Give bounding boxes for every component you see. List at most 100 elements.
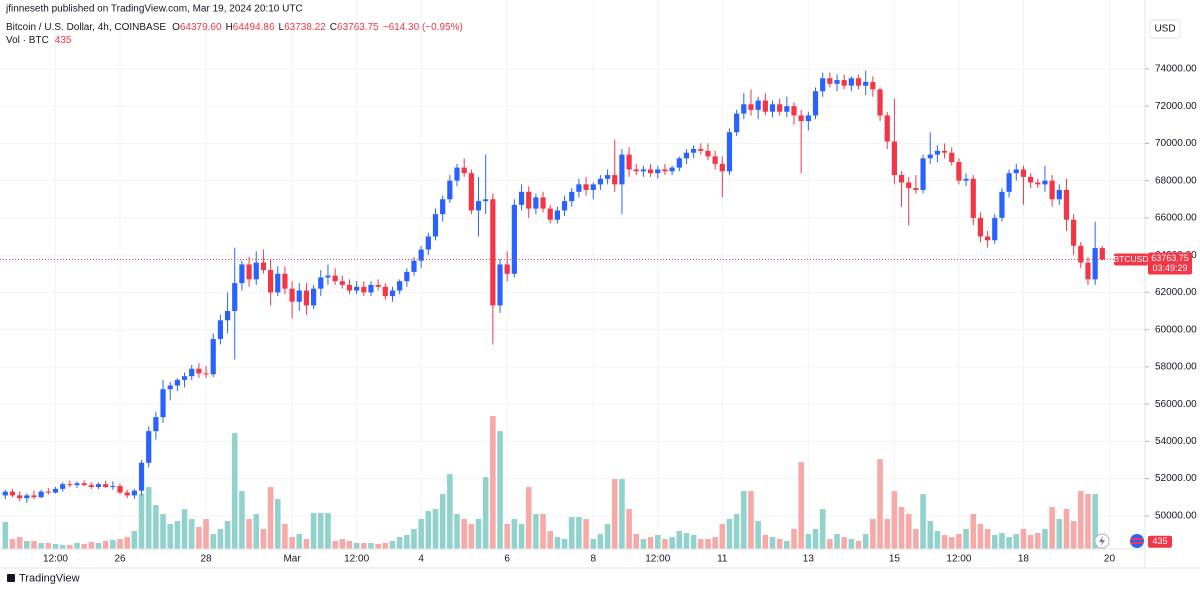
volume-bar: [203, 519, 209, 549]
candle-body: [604, 175, 611, 179]
y-tick-label: 72000.00: [1155, 101, 1197, 112]
volume-bar: [913, 529, 919, 549]
candle-body: [906, 182, 912, 189]
flag-stripe[interactable]: [1131, 542, 1143, 544]
candle-body: [949, 152, 955, 163]
candle-body: [138, 462, 145, 491]
volume-bar: [533, 514, 539, 549]
candle-body: [239, 264, 245, 284]
candle-body: [447, 180, 453, 200]
candle-body: [1063, 189, 1070, 220]
candle-body: [361, 286, 367, 293]
x-tick-label: 15: [889, 554, 901, 565]
x-tick-label: 20: [1104, 554, 1116, 565]
volume-bar: [310, 513, 317, 549]
volume-bar: [181, 509, 188, 549]
volume-tag: [1148, 535, 1172, 548]
candle-body: [977, 217, 984, 237]
candle-body: [712, 156, 718, 164]
candle-body: [490, 199, 496, 306]
candle-body: [511, 204, 517, 274]
volume-bar: [554, 537, 561, 549]
candle-body: [1099, 248, 1105, 260]
volume-bar: [676, 531, 683, 549]
volume-bar: [504, 524, 510, 549]
candle-body: [174, 379, 180, 386]
candle-body: [2, 491, 8, 496]
flag-stripe[interactable]: [1131, 538, 1143, 540]
volume-bar: [117, 539, 123, 549]
y-tick-label: 68000.00: [1155, 175, 1197, 186]
y-tick-label: 74000.00: [1155, 64, 1197, 75]
candle-body: [698, 148, 704, 151]
legend-key: H: [226, 22, 233, 33]
candle-body: [855, 78, 862, 86]
candle-body: [60, 484, 66, 489]
volume-bar: [81, 544, 87, 549]
candle-body: [927, 154, 933, 159]
volume-bar: [490, 416, 496, 549]
brand: TradingView: [7, 572, 80, 584]
currency[interactable]: USD: [1154, 24, 1175, 35]
volume-bar: [1034, 533, 1041, 549]
candle-body: [1049, 180, 1055, 200]
brand-name: TradingView: [19, 572, 80, 584]
volume-bar: [188, 519, 195, 549]
volume-bar: [260, 529, 267, 549]
x-tick-label: 8: [590, 554, 596, 565]
volume-bar: [905, 514, 912, 549]
x-tick-label: 26: [114, 554, 126, 565]
candle-body: [777, 104, 783, 112]
volume-bar: [289, 537, 295, 549]
candle-body: [339, 281, 345, 285]
candle-body: [755, 100, 761, 110]
candle-body: [81, 483, 87, 486]
volume-bar: [697, 539, 704, 549]
volume-bar: [274, 499, 281, 549]
volume-bar: [748, 491, 754, 549]
volume-bar: [317, 513, 324, 549]
legend-value: 63738.22: [284, 22, 326, 33]
volume-bar: [411, 529, 417, 549]
candle-body: [820, 78, 826, 92]
candle-body: [497, 264, 503, 306]
volume-bar: [375, 544, 381, 549]
candle-body: [303, 290, 310, 306]
candle-body: [38, 491, 44, 498]
currency-box[interactable]: [1149, 19, 1181, 39]
volume-legend: Vol · BTC 435: [6, 35, 72, 46]
candle-body: [9, 491, 16, 496]
candle-body: [762, 100, 768, 112]
candle-body: [296, 290, 302, 302]
candle-body: [734, 113, 740, 133]
volume-bar: [805, 534, 812, 549]
candle-body: [547, 208, 553, 220]
icon-bolt[interactable]: [1099, 536, 1105, 546]
volume-bar: [654, 535, 661, 549]
flag-circle[interactable]: [1130, 534, 1144, 548]
candle-body: [590, 184, 596, 190]
symbol: Bitcoin / U.S. Dollar, 4h, COINBASE: [6, 22, 166, 33]
replay-icon[interactable]: [1094, 533, 1110, 549]
candle-body: [576, 184, 582, 192]
candle-body: [74, 483, 80, 486]
candle-body: [67, 484, 73, 486]
volume-bar: [246, 519, 252, 549]
candle-body: [970, 178, 976, 218]
candle-body: [354, 286, 360, 291]
candle-body: [332, 275, 338, 282]
flag-icon[interactable]: [1130, 534, 1144, 548]
volume-bar: [353, 543, 360, 549]
candle-body: [798, 115, 804, 122]
candle-body: [1042, 180, 1048, 185]
x-tick-label: 12:00: [43, 554, 68, 565]
volume-bar: [1078, 491, 1084, 549]
candle-body: [110, 486, 116, 488]
candle-body: [669, 167, 675, 172]
candle-body: [267, 270, 274, 293]
y-tick-label: 58000.00: [1155, 362, 1197, 373]
volume-bar: [432, 509, 439, 549]
candle-body: [24, 495, 30, 499]
candle-body: [411, 260, 417, 272]
y-tick-label: 60000.00: [1155, 324, 1197, 335]
